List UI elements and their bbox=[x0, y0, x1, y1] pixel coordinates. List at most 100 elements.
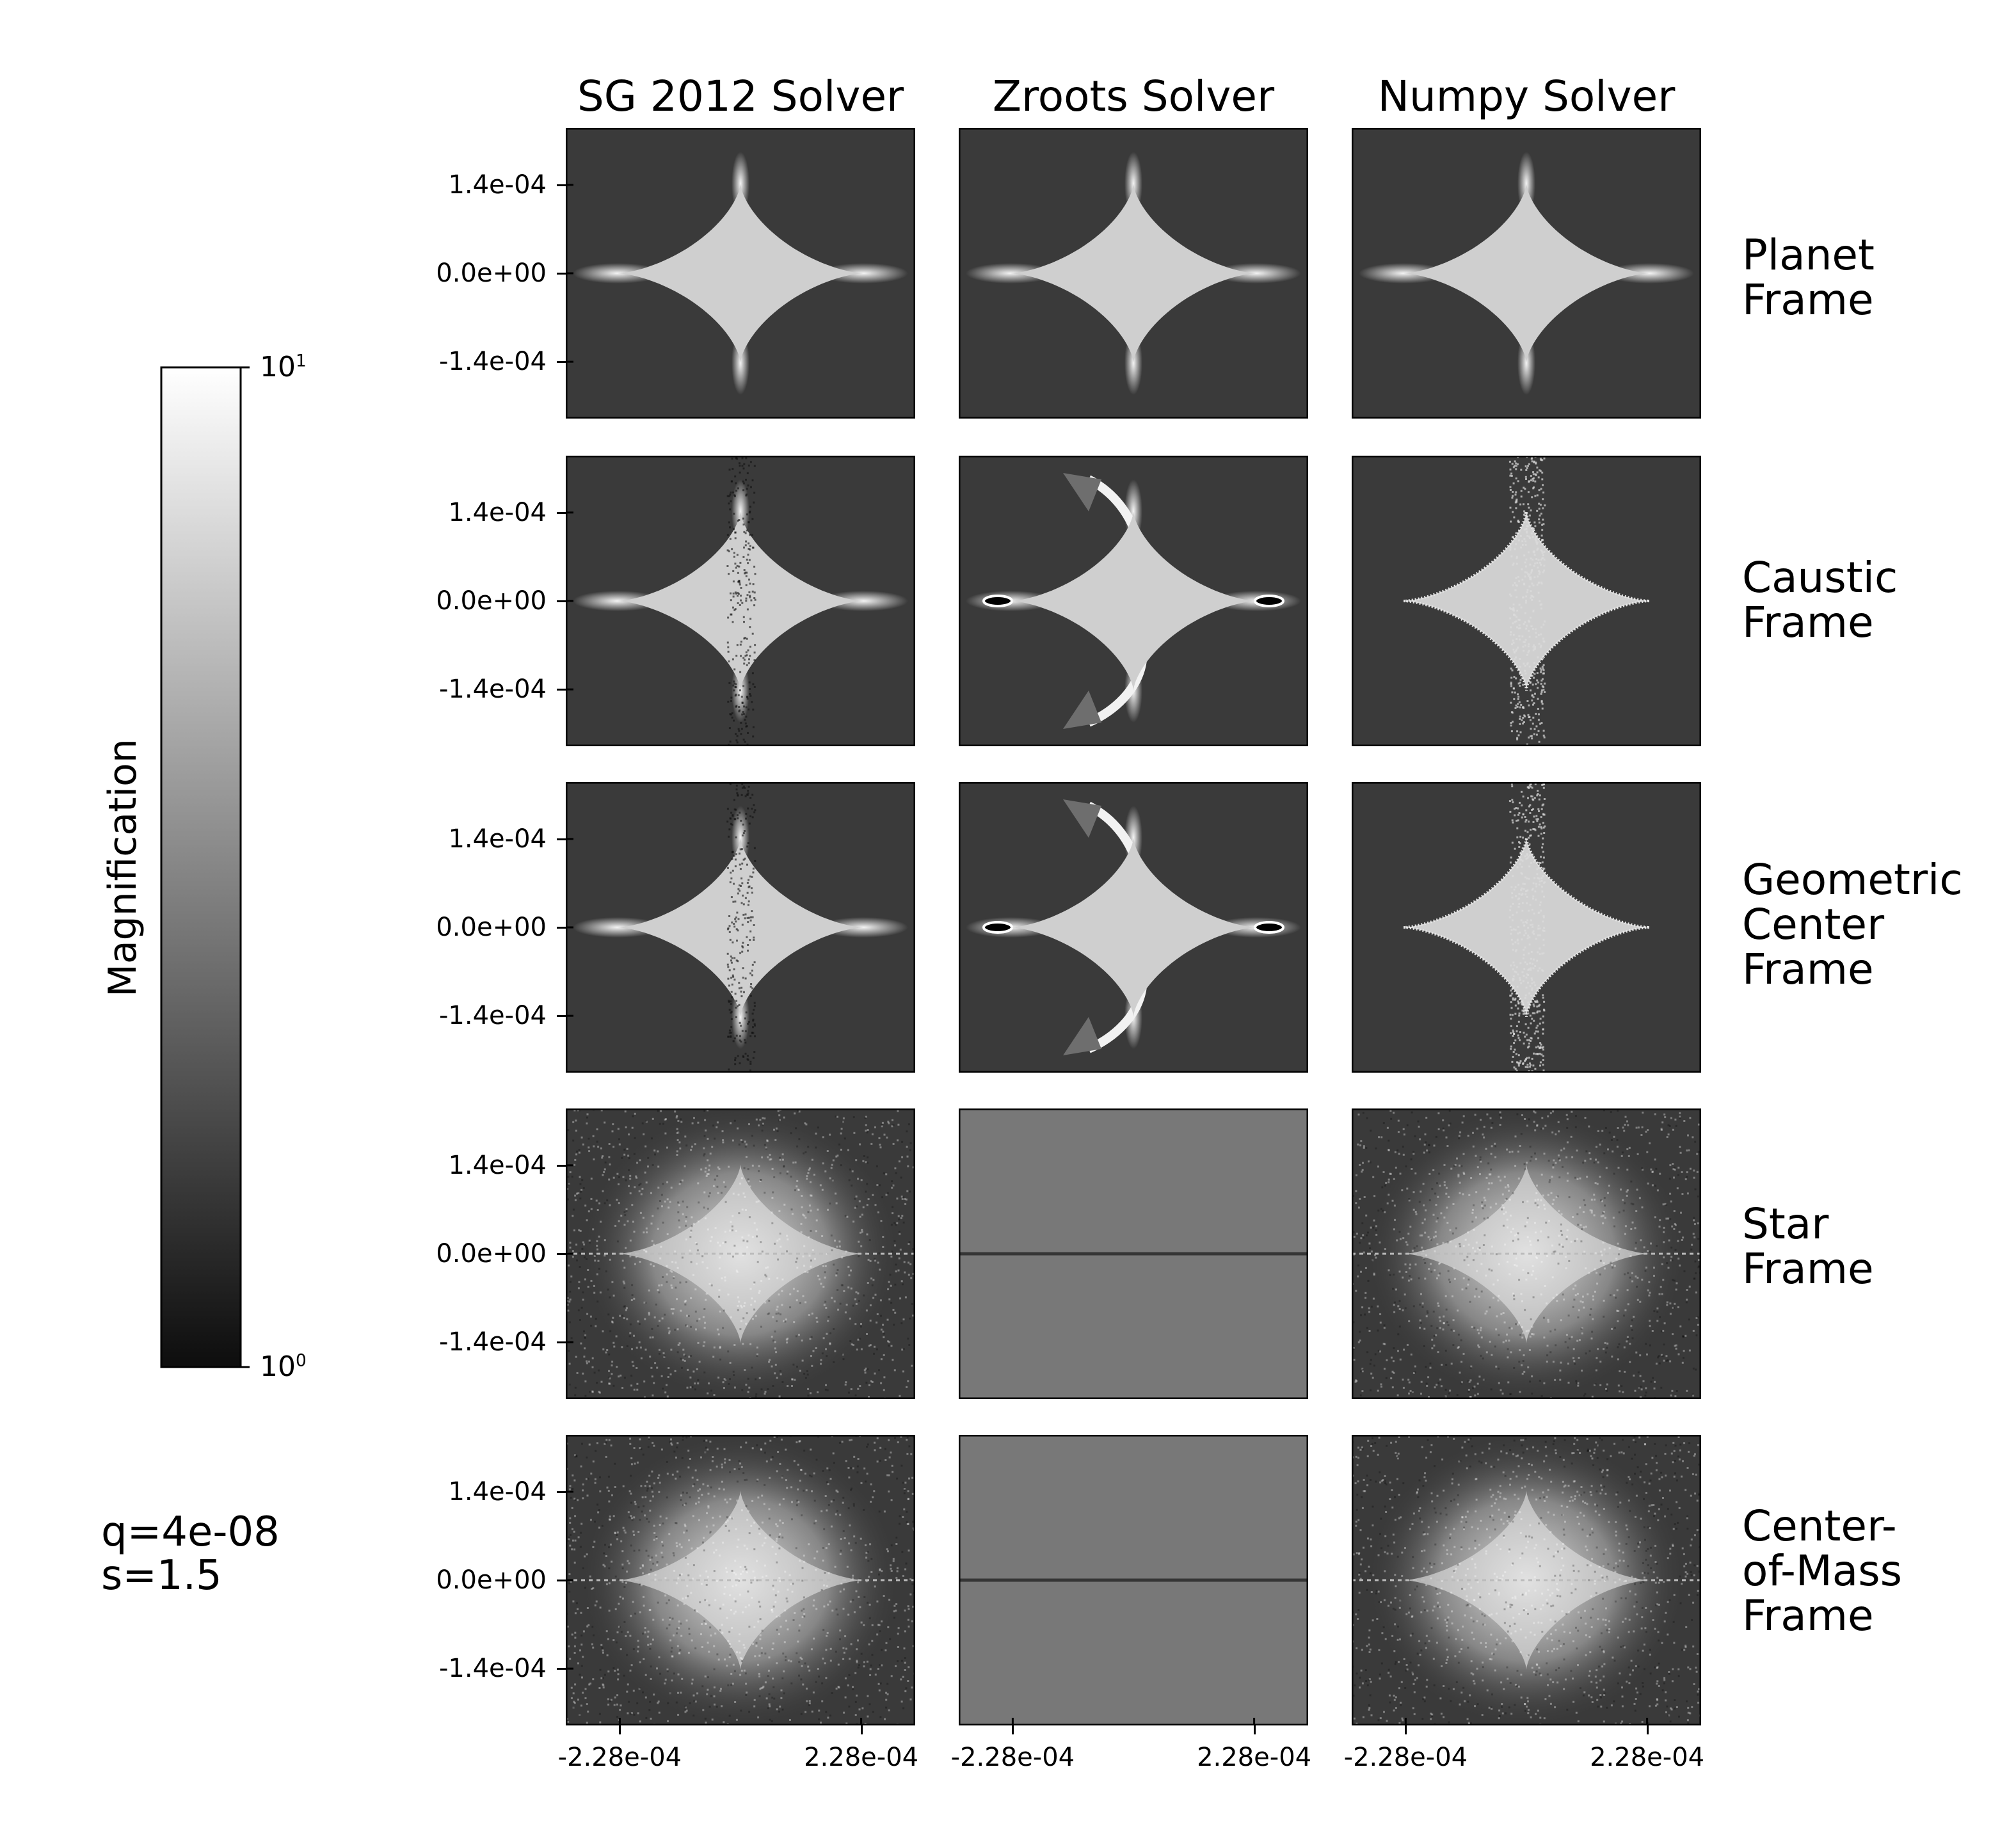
x-tick-label: -2.28e-04 bbox=[557, 1743, 682, 1772]
y-tick-outer bbox=[557, 689, 566, 691]
panel-frame bbox=[1352, 782, 1701, 1073]
panel-com-col3 bbox=[1352, 1435, 1701, 1725]
noise-speckles bbox=[726, 782, 756, 1073]
y-tick-outer bbox=[557, 511, 566, 514]
caustic-shape bbox=[618, 838, 863, 1017]
y-tick-outer bbox=[557, 838, 566, 840]
y-tick-outer bbox=[557, 927, 566, 929]
colorbar bbox=[160, 366, 250, 1368]
x-tick-label: -2.28e-04 bbox=[1343, 1743, 1468, 1772]
panel-geometric-col3 bbox=[1352, 782, 1701, 1073]
y-tick-label: -1.4e-04 bbox=[439, 1327, 547, 1357]
row-label-caustic: Caustic Frame bbox=[1742, 553, 1898, 647]
panel-star-col3 bbox=[1352, 1108, 1701, 1399]
column-title-numpy: Numpy Solver bbox=[1377, 72, 1676, 121]
x-tick-outer bbox=[860, 1725, 863, 1734]
panel-frame bbox=[1352, 128, 1701, 419]
panel-star-col2 bbox=[959, 1108, 1308, 1399]
panel-planet-col1 bbox=[566, 128, 915, 419]
panel-caustic-col3 bbox=[1352, 456, 1701, 746]
panel-caustic-col2 bbox=[959, 456, 1308, 746]
y-tick-outer bbox=[557, 1015, 566, 1018]
noise-speckles bbox=[1352, 1436, 1701, 1725]
panel-frame bbox=[959, 1435, 1308, 1725]
caustic-shape bbox=[1404, 184, 1649, 363]
noise-speckles bbox=[1508, 456, 1546, 746]
panel-geometric-col2 bbox=[959, 782, 1308, 1073]
y-tick-label: 0.0e+00 bbox=[436, 1239, 547, 1268]
y-tick-outer bbox=[557, 273, 566, 275]
y-tick-label: 1.4e-04 bbox=[448, 1150, 547, 1180]
y-tick-outer bbox=[557, 1668, 566, 1670]
x-tick-outer bbox=[1012, 1725, 1014, 1734]
x-tick-label: -2.28e-04 bbox=[950, 1743, 1075, 1772]
panel-com-col2 bbox=[959, 1435, 1308, 1725]
noise-speckles bbox=[566, 1108, 915, 1399]
panel-com-col1 bbox=[566, 1435, 915, 1725]
y-tick-label: 0.0e+00 bbox=[436, 913, 547, 942]
y-tick-outer bbox=[557, 1580, 566, 1581]
noise-speckles bbox=[1508, 783, 1546, 1073]
row-label-planet: Planet Frame bbox=[1742, 230, 1875, 324]
column-title-zroots: Zroots Solver bbox=[992, 72, 1275, 121]
y-tick-outer bbox=[557, 1341, 566, 1344]
x-tick-outer bbox=[1646, 1725, 1649, 1734]
colorbar-min-label: 100 bbox=[260, 1350, 307, 1383]
y-tick-label: -1.4e-04 bbox=[439, 347, 547, 377]
panel-caustic-col1 bbox=[566, 456, 915, 746]
y-tick-label: 0.0e+00 bbox=[436, 586, 547, 616]
y-tick-outer bbox=[557, 1491, 566, 1493]
panel-frame bbox=[1352, 1108, 1701, 1399]
row-label-star: Star Frame bbox=[1742, 1199, 1874, 1293]
panel-frame bbox=[959, 1108, 1308, 1399]
noise-speckles bbox=[1352, 1110, 1701, 1399]
row-label-com: Center- of-Mass Frame bbox=[1742, 1501, 1902, 1640]
parameter-annotation: q=4e-08 s=1.5 bbox=[101, 1510, 280, 1597]
y-tick-label: 0.0e+00 bbox=[436, 1565, 547, 1595]
row-label-geometric: Geometric Center Frame bbox=[1742, 855, 1963, 994]
panel-star-col1 bbox=[566, 1108, 915, 1399]
y-tick-label: -1.4e-04 bbox=[439, 675, 547, 705]
noise-speckles bbox=[726, 457, 756, 746]
x-tick-outer bbox=[1253, 1725, 1256, 1734]
column-title-sg2012: SG 2012 Solver bbox=[577, 72, 904, 121]
y-tick-label: 1.4e-04 bbox=[448, 497, 547, 527]
parameter-s: s=1.5 bbox=[101, 1552, 222, 1599]
noise-speckles bbox=[567, 1108, 915, 1399]
y-tick-outer bbox=[557, 361, 566, 364]
y-tick-label: -1.4e-04 bbox=[439, 1654, 547, 1684]
panel-planet-col2 bbox=[959, 128, 1308, 419]
panel-frame bbox=[959, 782, 1308, 1073]
colorbar-max-label: 101 bbox=[260, 351, 307, 383]
noise-speckles bbox=[1352, 1109, 1701, 1399]
panel-frame bbox=[959, 456, 1308, 746]
caustic-shape bbox=[1011, 184, 1256, 363]
x-tick-outer bbox=[619, 1725, 621, 1734]
caustic-shape bbox=[618, 184, 863, 363]
colorbar-label: Magnification bbox=[100, 739, 145, 997]
panel-frame bbox=[1352, 1435, 1701, 1725]
y-tick-label: 1.4e-04 bbox=[448, 1476, 547, 1507]
noise-speckles bbox=[1352, 1435, 1701, 1725]
panel-frame bbox=[959, 128, 1308, 419]
parameter-q: q=4e-08 bbox=[101, 1508, 280, 1556]
y-tick-outer bbox=[557, 1253, 566, 1255]
caustic-shape bbox=[1011, 838, 1256, 1017]
panel-geometric-col1 bbox=[566, 782, 915, 1073]
y-tick-outer bbox=[557, 1164, 566, 1167]
x-tick-label: 2.28e-04 bbox=[1197, 1743, 1312, 1772]
colorbar-gradient bbox=[160, 366, 242, 1368]
y-tick-label: 1.4e-04 bbox=[448, 824, 547, 854]
x-tick-label: 2.28e-04 bbox=[804, 1743, 919, 1772]
caustic-shape bbox=[1011, 511, 1256, 691]
noise-speckles bbox=[566, 1435, 915, 1725]
y-tick-label: -1.4e-04 bbox=[439, 1001, 547, 1031]
panel-frame bbox=[1352, 456, 1701, 746]
y-tick-outer bbox=[557, 600, 566, 602]
y-tick-label: 1.4e-04 bbox=[448, 170, 547, 200]
caustic-shape bbox=[1404, 838, 1649, 1017]
y-tick-outer bbox=[557, 184, 566, 186]
panel-planet-col3 bbox=[1352, 128, 1701, 419]
y-tick-label: 0.0e+00 bbox=[436, 259, 547, 288]
x-tick-label: 2.28e-04 bbox=[1590, 1743, 1705, 1772]
